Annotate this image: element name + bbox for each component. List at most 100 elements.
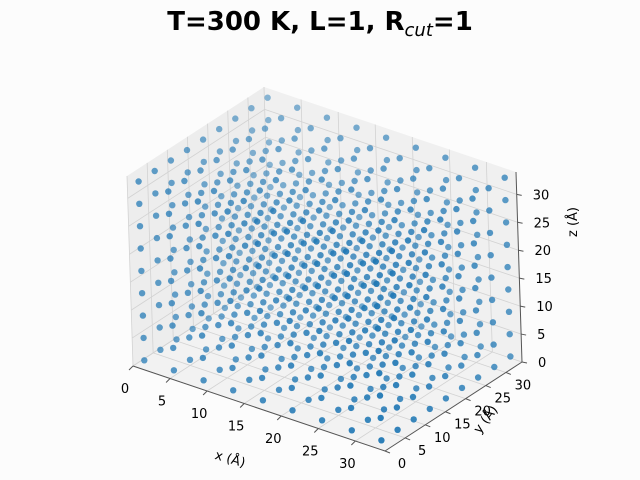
data-point <box>475 276 482 283</box>
z-tick-label: 10 <box>536 300 553 315</box>
data-point <box>314 260 321 267</box>
data-point <box>354 169 362 176</box>
data-point <box>470 217 477 225</box>
data-point <box>458 384 466 392</box>
data-point <box>395 351 402 358</box>
data-point <box>336 353 344 360</box>
data-point <box>241 220 248 227</box>
data-point <box>293 300 300 307</box>
x-tick-mark <box>276 415 282 421</box>
data-point <box>401 311 408 318</box>
data-point <box>229 146 236 153</box>
data-point <box>487 252 494 259</box>
data-point <box>308 267 315 275</box>
data-point <box>310 214 317 221</box>
data-point <box>413 385 420 392</box>
data-point <box>255 263 262 270</box>
data-point <box>138 267 145 275</box>
data-point <box>344 293 351 300</box>
data-point <box>471 164 479 171</box>
data-point <box>227 297 234 305</box>
data-point <box>235 325 242 332</box>
data-point <box>152 212 160 219</box>
data-point <box>407 326 415 334</box>
data-point <box>280 182 287 189</box>
data-point <box>408 228 415 236</box>
data-point <box>264 312 271 320</box>
data-point <box>308 147 315 154</box>
data-point <box>264 94 271 101</box>
data-point <box>377 196 385 203</box>
data-point <box>473 209 480 216</box>
data-point <box>353 124 360 131</box>
data-point <box>380 406 388 413</box>
data-point <box>216 366 223 373</box>
chart-title-subscript: cut <box>405 20 434 41</box>
data-point <box>431 343 439 351</box>
data-point <box>425 263 433 270</box>
data-point <box>416 278 424 285</box>
data-point <box>345 337 353 345</box>
data-point <box>352 200 359 207</box>
data-point <box>259 156 266 163</box>
data-point <box>136 223 144 230</box>
x-tick-mark <box>239 403 245 408</box>
data-point <box>309 192 317 199</box>
data-point <box>415 354 423 361</box>
data-point <box>243 189 251 196</box>
data-point <box>488 296 496 304</box>
grid-line-z <box>268 248 522 335</box>
data-point <box>286 197 293 204</box>
y-tick-mark <box>485 385 491 389</box>
data-point <box>181 200 189 207</box>
data-point <box>439 305 447 313</box>
data-point <box>458 264 465 271</box>
data-point <box>426 405 433 413</box>
z-tick-label: 5 <box>537 328 545 343</box>
x-axis-label: x (Å) <box>213 447 247 471</box>
chart-title-prefix: T=300 K, L=1, R <box>167 7 404 37</box>
data-point <box>232 356 239 363</box>
data-point <box>196 265 204 272</box>
data-point <box>394 426 401 433</box>
data-point <box>383 375 390 382</box>
data-point <box>263 192 271 199</box>
data-point <box>294 345 301 352</box>
data-point <box>273 319 281 326</box>
data-point <box>348 186 355 193</box>
data-point <box>348 427 355 434</box>
data-point <box>185 213 193 221</box>
data-point <box>396 253 403 260</box>
data-point <box>183 244 190 252</box>
data-point <box>338 300 346 307</box>
data-point <box>240 197 247 205</box>
data-point <box>230 191 238 198</box>
data-point <box>173 336 180 343</box>
x-tick-mark <box>313 428 319 433</box>
data-point <box>309 290 316 297</box>
data-point <box>292 180 300 187</box>
data-point <box>188 303 196 310</box>
data-point <box>305 298 313 305</box>
grid-line-x <box>263 86 271 278</box>
data-point <box>200 256 207 264</box>
data-point <box>397 177 404 184</box>
x-tick-label: 25 <box>302 445 319 460</box>
grid-line-y <box>193 326 446 413</box>
data-point <box>210 187 218 195</box>
data-point <box>313 238 320 245</box>
z-tick-mark <box>521 361 528 364</box>
data-point <box>410 197 418 205</box>
data-point <box>233 160 240 167</box>
data-point <box>505 286 512 293</box>
data-point <box>219 335 226 343</box>
data-point <box>263 170 270 177</box>
data-point <box>224 208 231 215</box>
data-point <box>276 190 284 197</box>
data-point <box>384 299 391 306</box>
data-point <box>275 364 282 371</box>
data-point <box>294 224 301 232</box>
data-point <box>505 308 513 315</box>
data-point <box>380 165 387 172</box>
data-point <box>291 135 298 142</box>
